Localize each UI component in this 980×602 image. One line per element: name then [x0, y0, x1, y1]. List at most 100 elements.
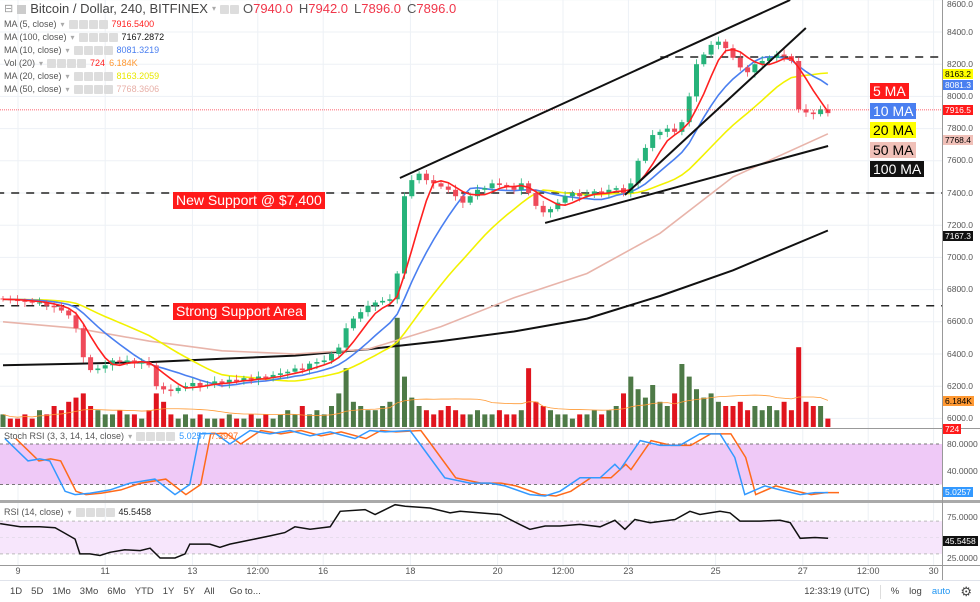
- candle: [679, 122, 685, 132]
- chevron-down-icon[interactable]: ▾: [65, 46, 70, 55]
- collapse-icon[interactable]: ⊟: [4, 3, 14, 15]
- volume-bar: [810, 406, 816, 427]
- indicator-buttons[interactable]: [73, 72, 113, 81]
- rsi-buttons[interactable]: [75, 507, 115, 517]
- indicator-label[interactable]: MA (5, close): [4, 19, 57, 29]
- gear-icon[interactable]: [229, 4, 239, 14]
- gear-icon[interactable]: [83, 72, 93, 81]
- plus-icon[interactable]: [67, 59, 77, 68]
- plus-icon[interactable]: [88, 20, 98, 29]
- settings-gear-icon[interactable]: ⚙: [960, 583, 972, 599]
- eye-icon[interactable]: [75, 507, 85, 517]
- plus-icon[interactable]: [95, 507, 105, 517]
- new-support-label[interactable]: New Support @ $7,400: [173, 192, 325, 209]
- stoch-d-value: 7.3997: [210, 431, 239, 441]
- ma-legend-label[interactable]: 5 MA: [870, 83, 909, 99]
- indicator-label[interactable]: MA (100, close): [4, 32, 67, 42]
- indicator-buttons[interactable]: [68, 20, 108, 29]
- range-button-1y[interactable]: 1Y: [162, 586, 175, 597]
- gear-icon[interactable]: [85, 507, 95, 517]
- volume-bar: [613, 406, 619, 427]
- eye-icon[interactable]: [73, 46, 83, 55]
- indicator-label[interactable]: MA (50, close): [4, 84, 62, 94]
- time-tick: 23: [623, 566, 634, 576]
- eye-icon[interactable]: [78, 33, 88, 42]
- range-button-1d[interactable]: 1D: [10, 586, 23, 597]
- chevron-down-icon[interactable]: ▾: [70, 33, 75, 42]
- candle: [475, 189, 480, 197]
- indicator-buttons[interactable]: [73, 46, 113, 55]
- strong-support-label[interactable]: Strong Support Area: [173, 303, 306, 320]
- close-icon[interactable]: [166, 431, 176, 441]
- close-icon[interactable]: [103, 72, 113, 81]
- price-chart[interactable]: [0, 0, 980, 580]
- chevron-down-icon[interactable]: ▾: [67, 507, 72, 517]
- indicator-buttons[interactable]: [78, 33, 118, 42]
- ma-legend-label[interactable]: 10 MA: [870, 102, 917, 119]
- gear-icon[interactable]: [83, 46, 93, 55]
- indicator-label[interactable]: MA (20, close): [4, 71, 62, 81]
- indicator-label[interactable]: MA (10, close): [4, 45, 62, 55]
- close-icon[interactable]: [98, 20, 108, 29]
- indicator-value: 7768.3606: [116, 84, 160, 94]
- close-icon[interactable]: [108, 33, 118, 42]
- gear-icon[interactable]: [78, 20, 88, 29]
- clock[interactable]: 12:33:19 (UTC): [804, 586, 870, 597]
- stoch-label[interactable]: Stoch RSI (3, 3, 14, 14, close): [4, 431, 125, 441]
- goto-button[interactable]: Go to...: [229, 586, 261, 597]
- indicator-label[interactable]: Vol (20): [4, 58, 36, 68]
- gear-icon[interactable]: [83, 85, 93, 94]
- candle: [270, 374, 276, 379]
- volume-bar: [701, 397, 707, 427]
- chevron-down-icon[interactable]: ▾: [128, 431, 133, 441]
- plus-icon[interactable]: [93, 72, 103, 81]
- percent-toggle[interactable]: %: [890, 586, 900, 597]
- volume-bar: [453, 410, 459, 427]
- range-button-all[interactable]: All: [204, 586, 215, 597]
- gear-icon[interactable]: [57, 59, 67, 68]
- chevron-down-icon[interactable]: ▾: [65, 85, 70, 94]
- eye-icon[interactable]: [73, 72, 83, 81]
- rsi-label[interactable]: RSI (14, close): [4, 507, 64, 517]
- range-button-5y[interactable]: 5Y: [183, 586, 196, 597]
- chevron-down-icon[interactable]: ▾: [39, 59, 44, 68]
- plus-icon[interactable]: [93, 46, 103, 55]
- ma-legend-label[interactable]: 50 MA: [870, 141, 917, 158]
- gear-icon[interactable]: [88, 33, 98, 42]
- range-button-1mo[interactable]: 1Mo: [52, 586, 71, 597]
- ma-legend-label[interactable]: 20 MA: [870, 122, 917, 138]
- indicator-buttons[interactable]: [73, 85, 113, 94]
- stoch-buttons[interactable]: [136, 431, 176, 441]
- volume-bar: [686, 376, 692, 427]
- chevron-down-icon[interactable]: ▾: [65, 72, 70, 81]
- eye-icon[interactable]: [219, 4, 229, 14]
- flag-icon[interactable]: [17, 4, 27, 14]
- symbol-buttons[interactable]: [219, 4, 239, 14]
- log-toggle[interactable]: log: [909, 586, 922, 597]
- candle: [175, 387, 181, 392]
- close-icon[interactable]: [103, 85, 113, 94]
- close-icon[interactable]: [105, 507, 115, 517]
- rsi-tick: 25.0000: [947, 552, 978, 563]
- plus-icon[interactable]: [98, 33, 108, 42]
- eye-icon[interactable]: [136, 431, 146, 441]
- symbol-title[interactable]: Bitcoin / Dollar, 240, BITFINEX: [30, 1, 208, 16]
- ma50-line: [2, 133, 829, 355]
- chevron-down-icon[interactable]: ▾: [60, 20, 65, 29]
- range-button-3mo[interactable]: 3Mo: [79, 586, 99, 597]
- range-button-5d[interactable]: 5D: [31, 586, 44, 597]
- plus-icon[interactable]: [156, 431, 166, 441]
- indicator-buttons[interactable]: [47, 59, 87, 68]
- chevron-down-icon[interactable]: ▾: [211, 4, 216, 13]
- range-button-6mo[interactable]: 6Mo: [107, 586, 126, 597]
- eye-icon[interactable]: [47, 59, 57, 68]
- eye-icon[interactable]: [73, 85, 83, 94]
- close-icon[interactable]: [103, 46, 113, 55]
- plus-icon[interactable]: [93, 85, 103, 94]
- gear-icon[interactable]: [146, 431, 156, 441]
- range-button-ytd[interactable]: YTD: [134, 586, 154, 597]
- eye-icon[interactable]: [68, 20, 78, 29]
- close-icon[interactable]: [77, 59, 87, 68]
- ma-legend-label[interactable]: 100 MA: [870, 161, 925, 177]
- auto-toggle[interactable]: auto: [931, 586, 951, 597]
